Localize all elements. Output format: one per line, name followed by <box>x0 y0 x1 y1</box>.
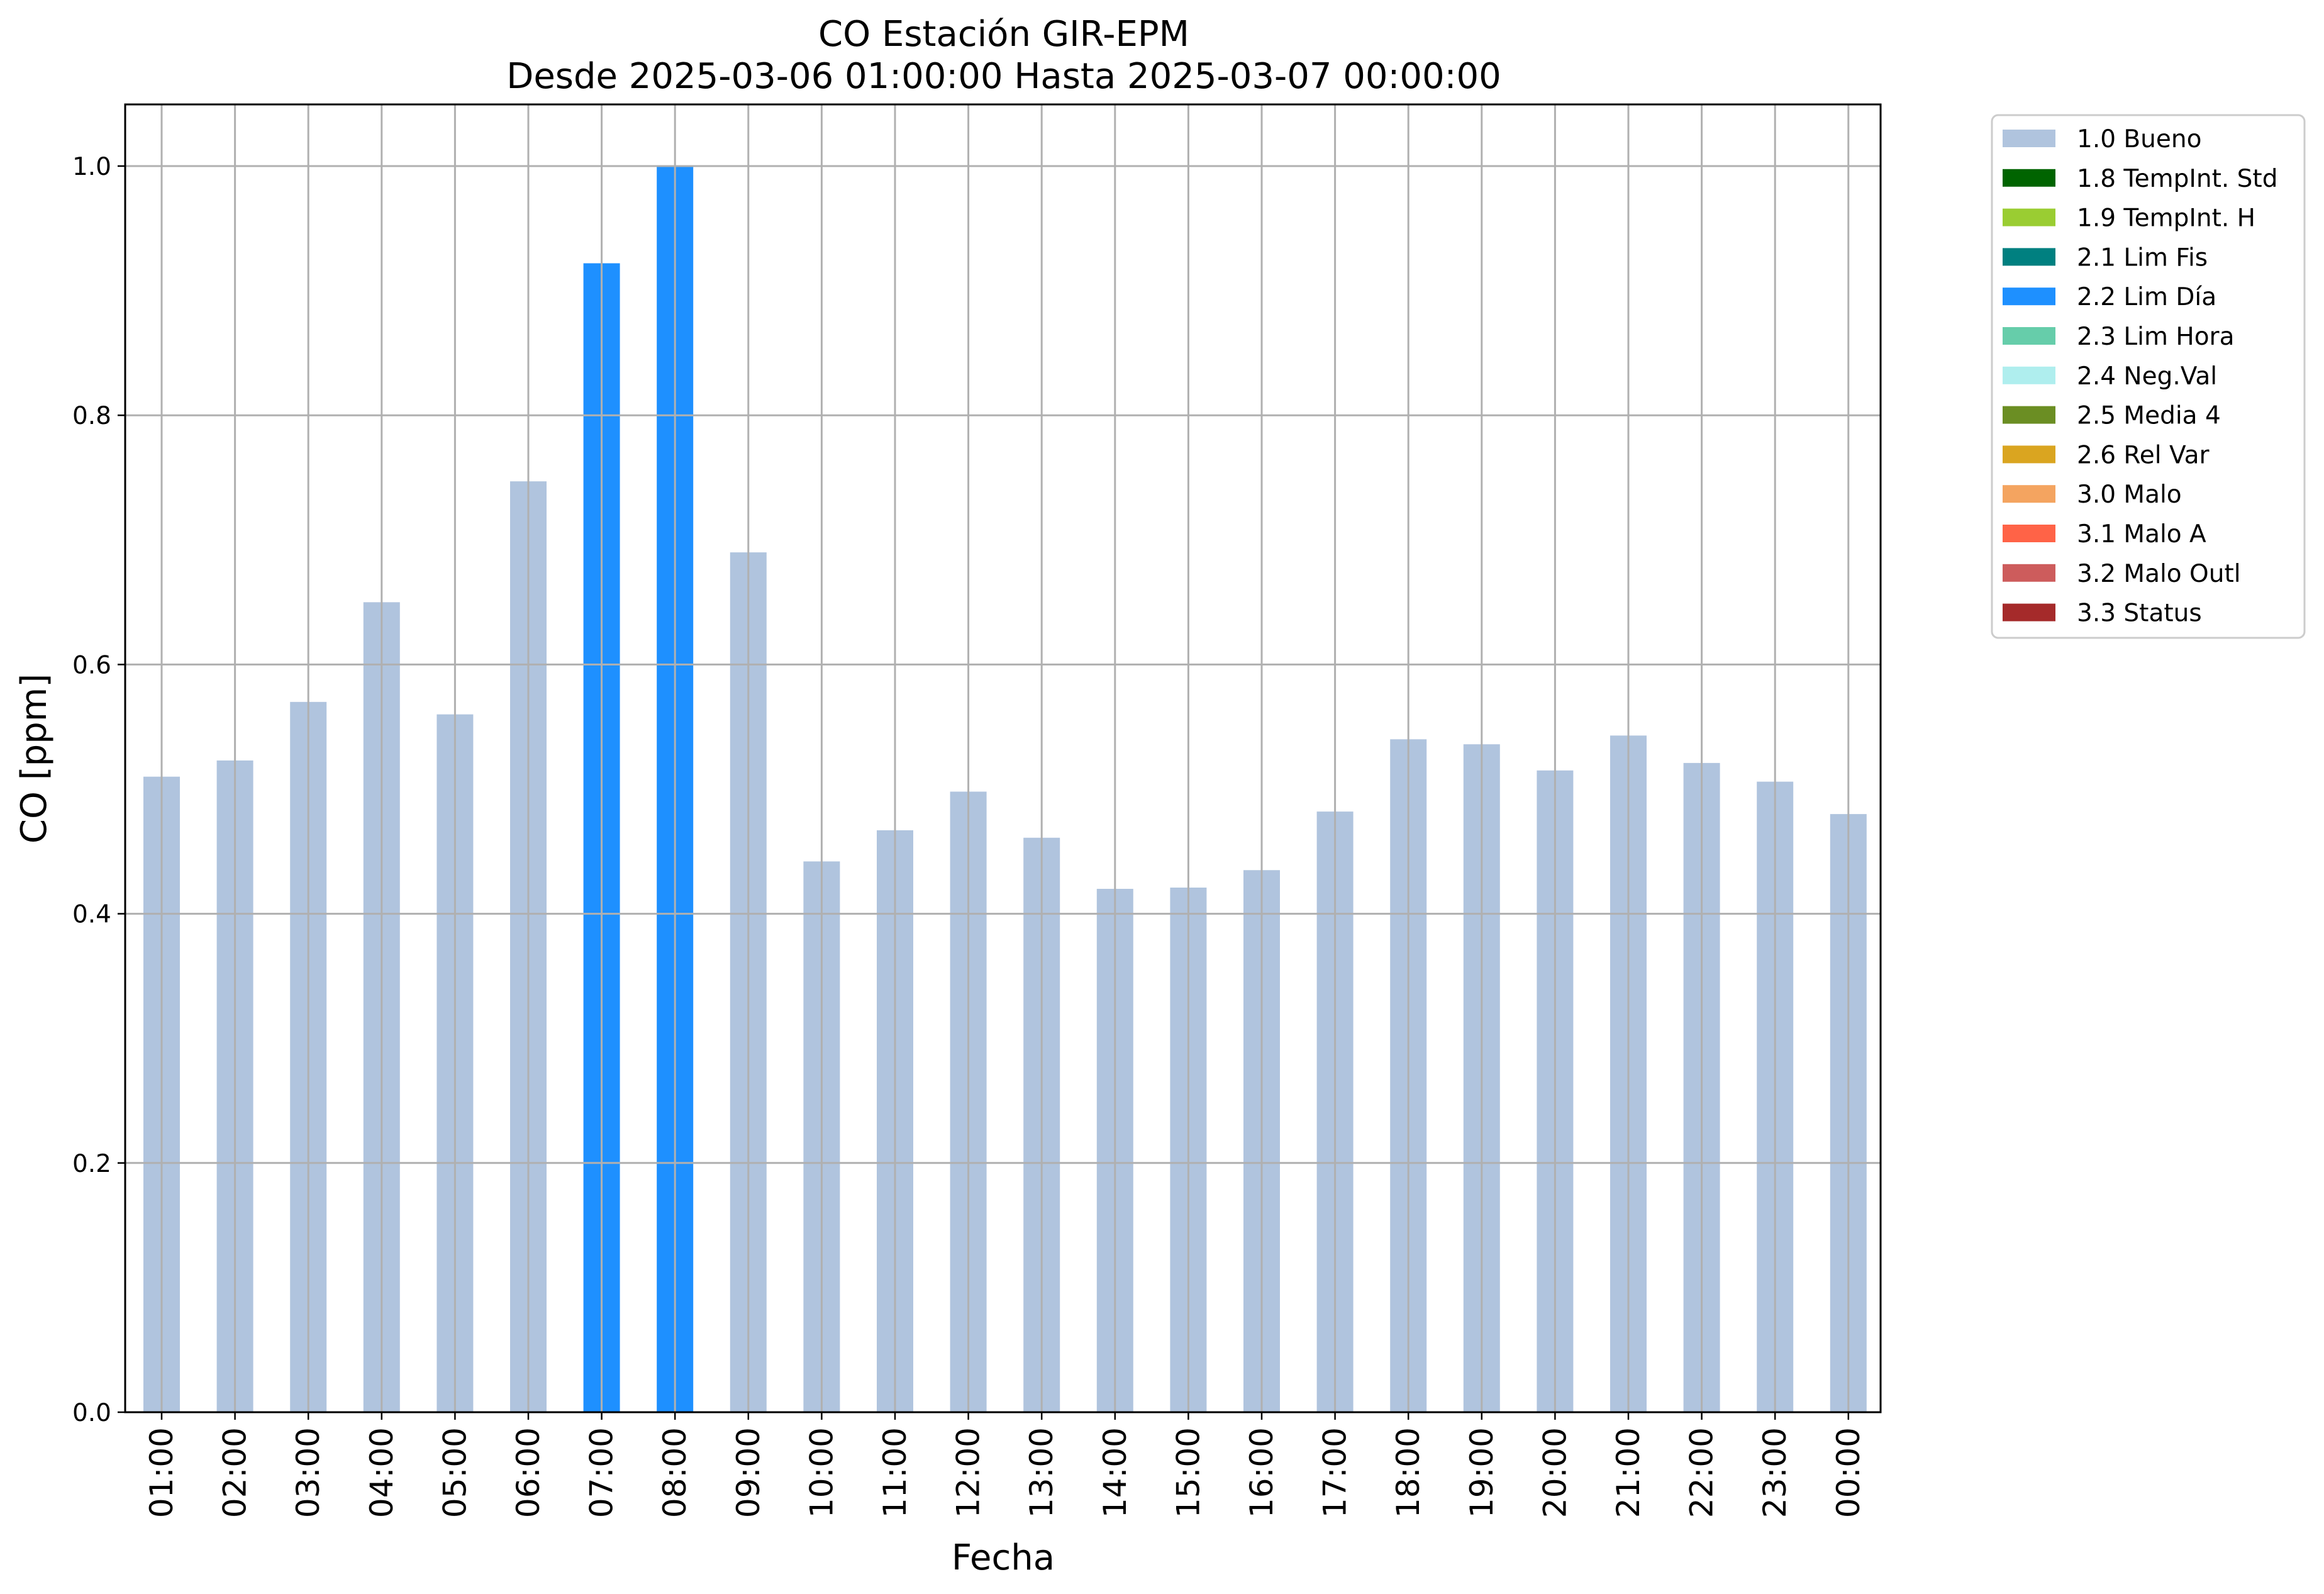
grid <box>125 104 1881 1412</box>
x-tick-label: 15:00 <box>1170 1427 1206 1518</box>
x-tick-label: 01:00 <box>143 1427 180 1518</box>
x-tick-label: 13:00 <box>1023 1427 1060 1518</box>
x-tick-label: 14:00 <box>1097 1427 1133 1518</box>
legend-label: 2.5 Media 4 <box>2077 402 2221 430</box>
x-tick-label: 17:00 <box>1317 1427 1354 1518</box>
y-tick-label: 0.4 <box>72 901 111 929</box>
legend-swatch <box>2003 287 2055 306</box>
legend-label: 1.0 Bueno <box>2077 125 2201 153</box>
legend-swatch <box>2003 564 2055 582</box>
y-axis: 0.0 0.2 0.4 0.6 0.8 1.0 <box>72 153 125 1427</box>
legend: 1.0 Bueno 1.8 TempInt. Std 1.9 TempInt. H 2… <box>1991 114 2306 639</box>
legend-label: 3.1 Malo A <box>2077 520 2206 549</box>
chart-title-line2: Desde 2025-03-06 01:00:00 Hasta 2025-03-… <box>506 56 1501 97</box>
legend-label: 2.6 Rel Var <box>2077 441 2210 469</box>
x-tick-label: 07:00 <box>584 1427 620 1518</box>
legend-swatch <box>2003 169 2055 187</box>
x-tick-label: 22:00 <box>1684 1427 1720 1518</box>
legend-label: 2.4 Neg.Val <box>2077 362 2217 391</box>
legend-swatch <box>2003 208 2055 226</box>
legend-label: 3.3 Status <box>2077 599 2202 628</box>
legend-label: 2.3 Lim Hora <box>2077 323 2235 351</box>
legend-swatch <box>2003 327 2055 345</box>
y-tick-label: 1.0 <box>72 153 111 181</box>
x-tick-label: 05:00 <box>436 1427 473 1518</box>
x-tick-label: 12:00 <box>950 1427 987 1518</box>
x-tick-label: 00:00 <box>1830 1427 1867 1518</box>
legend-label: 1.9 TempInt. H <box>2077 204 2255 233</box>
legend-swatch <box>2003 525 2055 542</box>
legend-label: 3.0 Malo <box>2077 481 2182 509</box>
legend-swatch <box>2003 406 2055 424</box>
legend-swatch <box>2003 366 2055 384</box>
x-axis-title: Fecha <box>952 1537 1055 1578</box>
x-tick-label: 10:00 <box>803 1427 840 1518</box>
legend-swatch <box>2003 248 2055 266</box>
x-tick-label: 18:00 <box>1390 1427 1426 1518</box>
legend-label: 1.8 TempInt. Std <box>2077 165 2277 193</box>
legend-frame <box>1991 114 2306 639</box>
legend-label: 3.2 Malo Outl <box>2077 560 2241 588</box>
y-axis-title: CO [ppm] <box>14 674 55 844</box>
bars <box>143 166 1867 1412</box>
y-tick-label: 0.6 <box>72 651 111 679</box>
plot-frame <box>124 103 1882 1413</box>
legend-swatch <box>2003 485 2055 503</box>
y-tick-label: 0.2 <box>72 1150 111 1178</box>
x-tick-label: 23:00 <box>1757 1427 1793 1518</box>
x-tick-label: 03:00 <box>290 1427 326 1518</box>
x-tick-label: 02:00 <box>217 1427 253 1518</box>
legend-label: 2.1 Lim Fis <box>2077 243 2208 272</box>
legend-swatch <box>2003 603 2055 621</box>
y-tick-label: 0.8 <box>72 402 111 430</box>
legend-swatch <box>2003 445 2055 464</box>
legend-label: 2.2 Lim Día <box>2077 283 2216 311</box>
x-tick-label: 06:00 <box>510 1427 547 1518</box>
x-tick-label: 20:00 <box>1537 1427 1573 1518</box>
chart-title-line1: CO Estación GIR-EPM <box>818 14 1189 55</box>
x-tick-label: 04:00 <box>364 1427 400 1518</box>
x-tick-label: 11:00 <box>877 1427 913 1518</box>
legend-swatch <box>2003 130 2055 147</box>
y-tick-label: 0.0 <box>72 1399 111 1427</box>
x-tick-label: 08:00 <box>657 1427 693 1518</box>
x-tick-label: 21:00 <box>1610 1427 1647 1518</box>
x-tick-label: 09:00 <box>730 1427 767 1518</box>
x-tick-label: 19:00 <box>1464 1427 1500 1518</box>
x-axis: 01:00 02:00 03:00 04:00 05:00 06:00 07:00 08:00… <box>143 1412 1867 1518</box>
x-tick-label: 16:00 <box>1243 1427 1280 1518</box>
